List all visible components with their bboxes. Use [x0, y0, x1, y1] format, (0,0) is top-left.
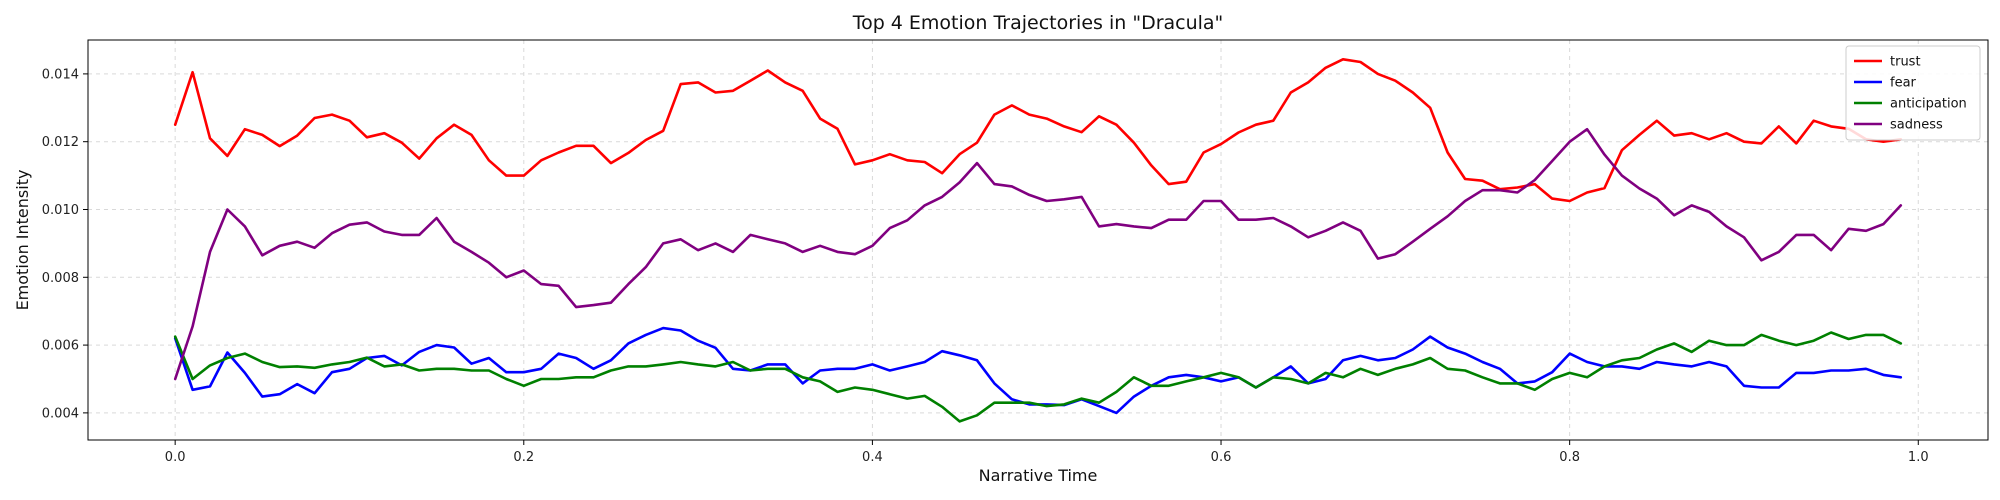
series-line-sadness: [173, 127, 1903, 381]
x-tick-label: 0.6: [1211, 450, 1232, 465]
x-tick-label: 0.8: [1559, 450, 1580, 465]
y-tick-label: 0.012: [42, 135, 79, 150]
x-axis-label: Narrative Time: [979, 466, 1098, 485]
y-tick-label: 0.006: [42, 339, 79, 354]
plot-frame: [87, 39, 1989, 441]
y-tick-label: 0.014: [42, 67, 79, 82]
legend-label-fear: fear: [1890, 76, 1917, 91]
series-lines: [173, 57, 1903, 423]
y-tick-label: 0.004: [42, 406, 79, 421]
legend-label-anticipation: anticipation: [1890, 97, 1967, 112]
x-tick-label: 1.0: [1908, 450, 1929, 465]
legend-box: [1845, 45, 1981, 141]
x-tick-label: 0.2: [513, 450, 534, 465]
legend: trust fear anticipation sadness: [1845, 45, 1981, 141]
legend-label-sadness: sadness: [1890, 118, 1943, 133]
series-line-anticipation: [173, 331, 1903, 423]
legend-label-trust: trust: [1890, 55, 1921, 70]
y-axis-label: Emotion Intensity: [13, 170, 32, 311]
plot-area: [88, 40, 1988, 440]
axis-ticks: 0.0 0.2 0.4 0.6 0.8 1.0 0.004 0.006 0.008 0.010 0.…: [42, 67, 1929, 465]
x-tick-label: 0.4: [862, 450, 883, 465]
y-tick-label: 0.010: [42, 203, 79, 218]
chart-title: Top 4 Emotion Trajectories in "Dracula": [852, 12, 1224, 34]
series-line-trust: [173, 57, 1903, 203]
y-tick-label: 0.008: [42, 271, 79, 286]
x-tick-label: 0.0: [165, 450, 186, 465]
